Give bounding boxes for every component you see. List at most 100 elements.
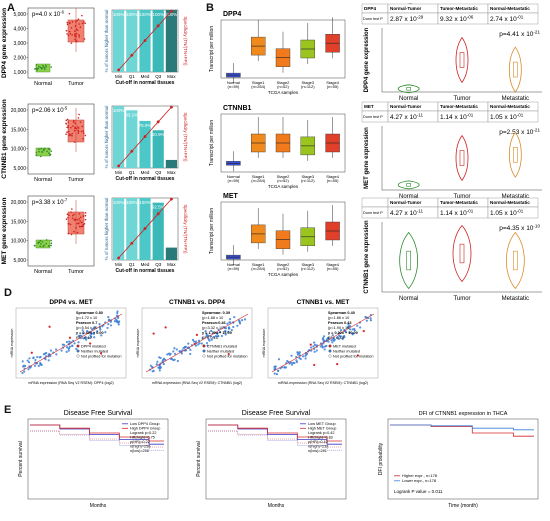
scatter-point — [286, 359, 289, 363]
scatter-point — [346, 326, 349, 329]
scatter-point — [117, 321, 120, 324]
tumor-point — [73, 33, 76, 35]
scatter-point — [348, 324, 352, 328]
scatter-point — [359, 326, 362, 329]
scatter-point — [63, 343, 66, 347]
scatter-point — [166, 353, 169, 356]
normal-point — [40, 155, 42, 158]
bar-ylabel2: Specificity (TN/(TN+FP)) — [183, 204, 188, 254]
tumor-point — [77, 132, 80, 134]
bar-xlabel: Cut-off in normal tissues — [116, 176, 175, 182]
km-legend-text: Logrank p=0.22 — [130, 431, 157, 435]
panel-label-e: E — [4, 404, 12, 416]
tumor-point — [74, 30, 76, 33]
scatter-point — [192, 340, 196, 343]
km-ci — [30, 430, 164, 451]
normal-point — [40, 243, 42, 245]
pct-bar — [113, 10, 125, 72]
x-cat-normal: Normal — [34, 177, 52, 183]
specificity-point — [170, 105, 173, 109]
scatter-point-mutated — [362, 329, 365, 333]
scatter-point — [238, 320, 241, 323]
scatter-point-mutated — [309, 343, 312, 346]
expr-xlabel: TCGA samples — [268, 90, 299, 95]
normal-point — [43, 66, 45, 68]
scatter-point — [228, 321, 231, 324]
km-legend-text: Lower expr., n=178 — [402, 478, 437, 483]
scatter-point-mutated — [227, 352, 230, 356]
scatter-point — [149, 364, 152, 367]
scatter-stat: y = 0.49x + 0.00 — [76, 331, 104, 335]
stage-n: (n=112) — [301, 178, 315, 183]
specificity-point — [117, 164, 120, 168]
tumor-point — [72, 125, 74, 127]
stage-cat: Stage1 — [252, 174, 265, 179]
scatter-point — [337, 337, 340, 340]
tumor-point — [71, 208, 73, 210]
scatter-point — [65, 350, 68, 353]
legend-marker — [76, 349, 80, 353]
tumor-point — [73, 141, 76, 143]
pct-bar — [152, 202, 164, 260]
y-tick-label: 20,000 — [11, 200, 27, 206]
stage-n: (n=284) — [251, 178, 266, 183]
violin-box — [406, 87, 411, 91]
tumor-point — [76, 222, 78, 225]
tumor-point — [67, 124, 69, 127]
scatter-xlabel: mRNA expression (RNA Seq V2 RSEM): DPP4 … — [28, 381, 113, 385]
km-legend-text: n(low)=281 — [308, 449, 327, 453]
bar-xlabel: Cut-off in normal tissues — [116, 80, 175, 86]
km-xlabel: Months — [90, 503, 107, 509]
scatter-point — [162, 362, 165, 366]
legend-label: CTNNB1 mutated — [207, 345, 237, 349]
scatter-point — [55, 348, 58, 351]
normal-point — [41, 150, 43, 153]
km-xlabel: Time (month) — [448, 503, 478, 509]
scatter-point — [98, 326, 102, 330]
panel-a: DPP4 gene expression 5,000 4,000 3,000 2,000… — [1, 7, 188, 275]
tumor-point — [81, 14, 83, 17]
violin-p-value: p=4.41 x 10-21 — [499, 29, 540, 38]
dunn-p-value: 1.14 x 10-01 — [440, 112, 474, 121]
scatter-point — [230, 329, 233, 332]
stage-n: (n=52) — [277, 84, 289, 89]
scatter-point — [117, 316, 120, 319]
scatter-point — [212, 336, 215, 339]
violin-x-cat: Tumor — [453, 194, 470, 200]
scatter-point — [313, 343, 317, 347]
bar-ylabel: % of tumors higher than normal — [104, 198, 109, 261]
scatter-point — [315, 349, 318, 352]
expr-ylabel: Transcript per million — [209, 26, 215, 72]
y-tick-label: 15,000 — [11, 127, 27, 133]
scatter-point — [288, 362, 291, 365]
scatter-point — [279, 367, 282, 370]
panel-label-d: D — [4, 287, 12, 299]
panel-label-b: B — [206, 2, 214, 14]
tumor-point — [77, 127, 80, 129]
tumor-point — [68, 214, 70, 216]
tumor-point — [67, 34, 70, 37]
stage-n: (n=284) — [251, 84, 266, 89]
stage-cat: Stage4 — [326, 174, 339, 179]
stage-cat: Normal — [227, 262, 240, 267]
km-legend-text: Logrank p=0.42 — [308, 431, 335, 435]
scatter-point — [351, 333, 354, 336]
tumor-point — [78, 36, 81, 38]
scatter-point — [312, 345, 315, 348]
specificity-point — [117, 68, 120, 72]
scatter-point — [158, 369, 161, 372]
scatter-point — [299, 357, 302, 361]
p-value: p=2.06 x 10-5 — [32, 106, 68, 114]
scatter-stat: R² = 0.18 — [328, 336, 344, 340]
scatter-point — [228, 317, 232, 321]
scatter-point — [327, 340, 330, 343]
km-legend-text: Low DPP4 Group — [130, 422, 160, 426]
violin-box — [406, 250, 411, 271]
y-tick-label: 10,000 — [11, 147, 27, 153]
x-cat-tumor: Tumor — [68, 81, 84, 87]
bar-x-cat: Max — [167, 262, 176, 267]
tumor-point — [75, 35, 77, 38]
scatter-point — [330, 339, 333, 342]
